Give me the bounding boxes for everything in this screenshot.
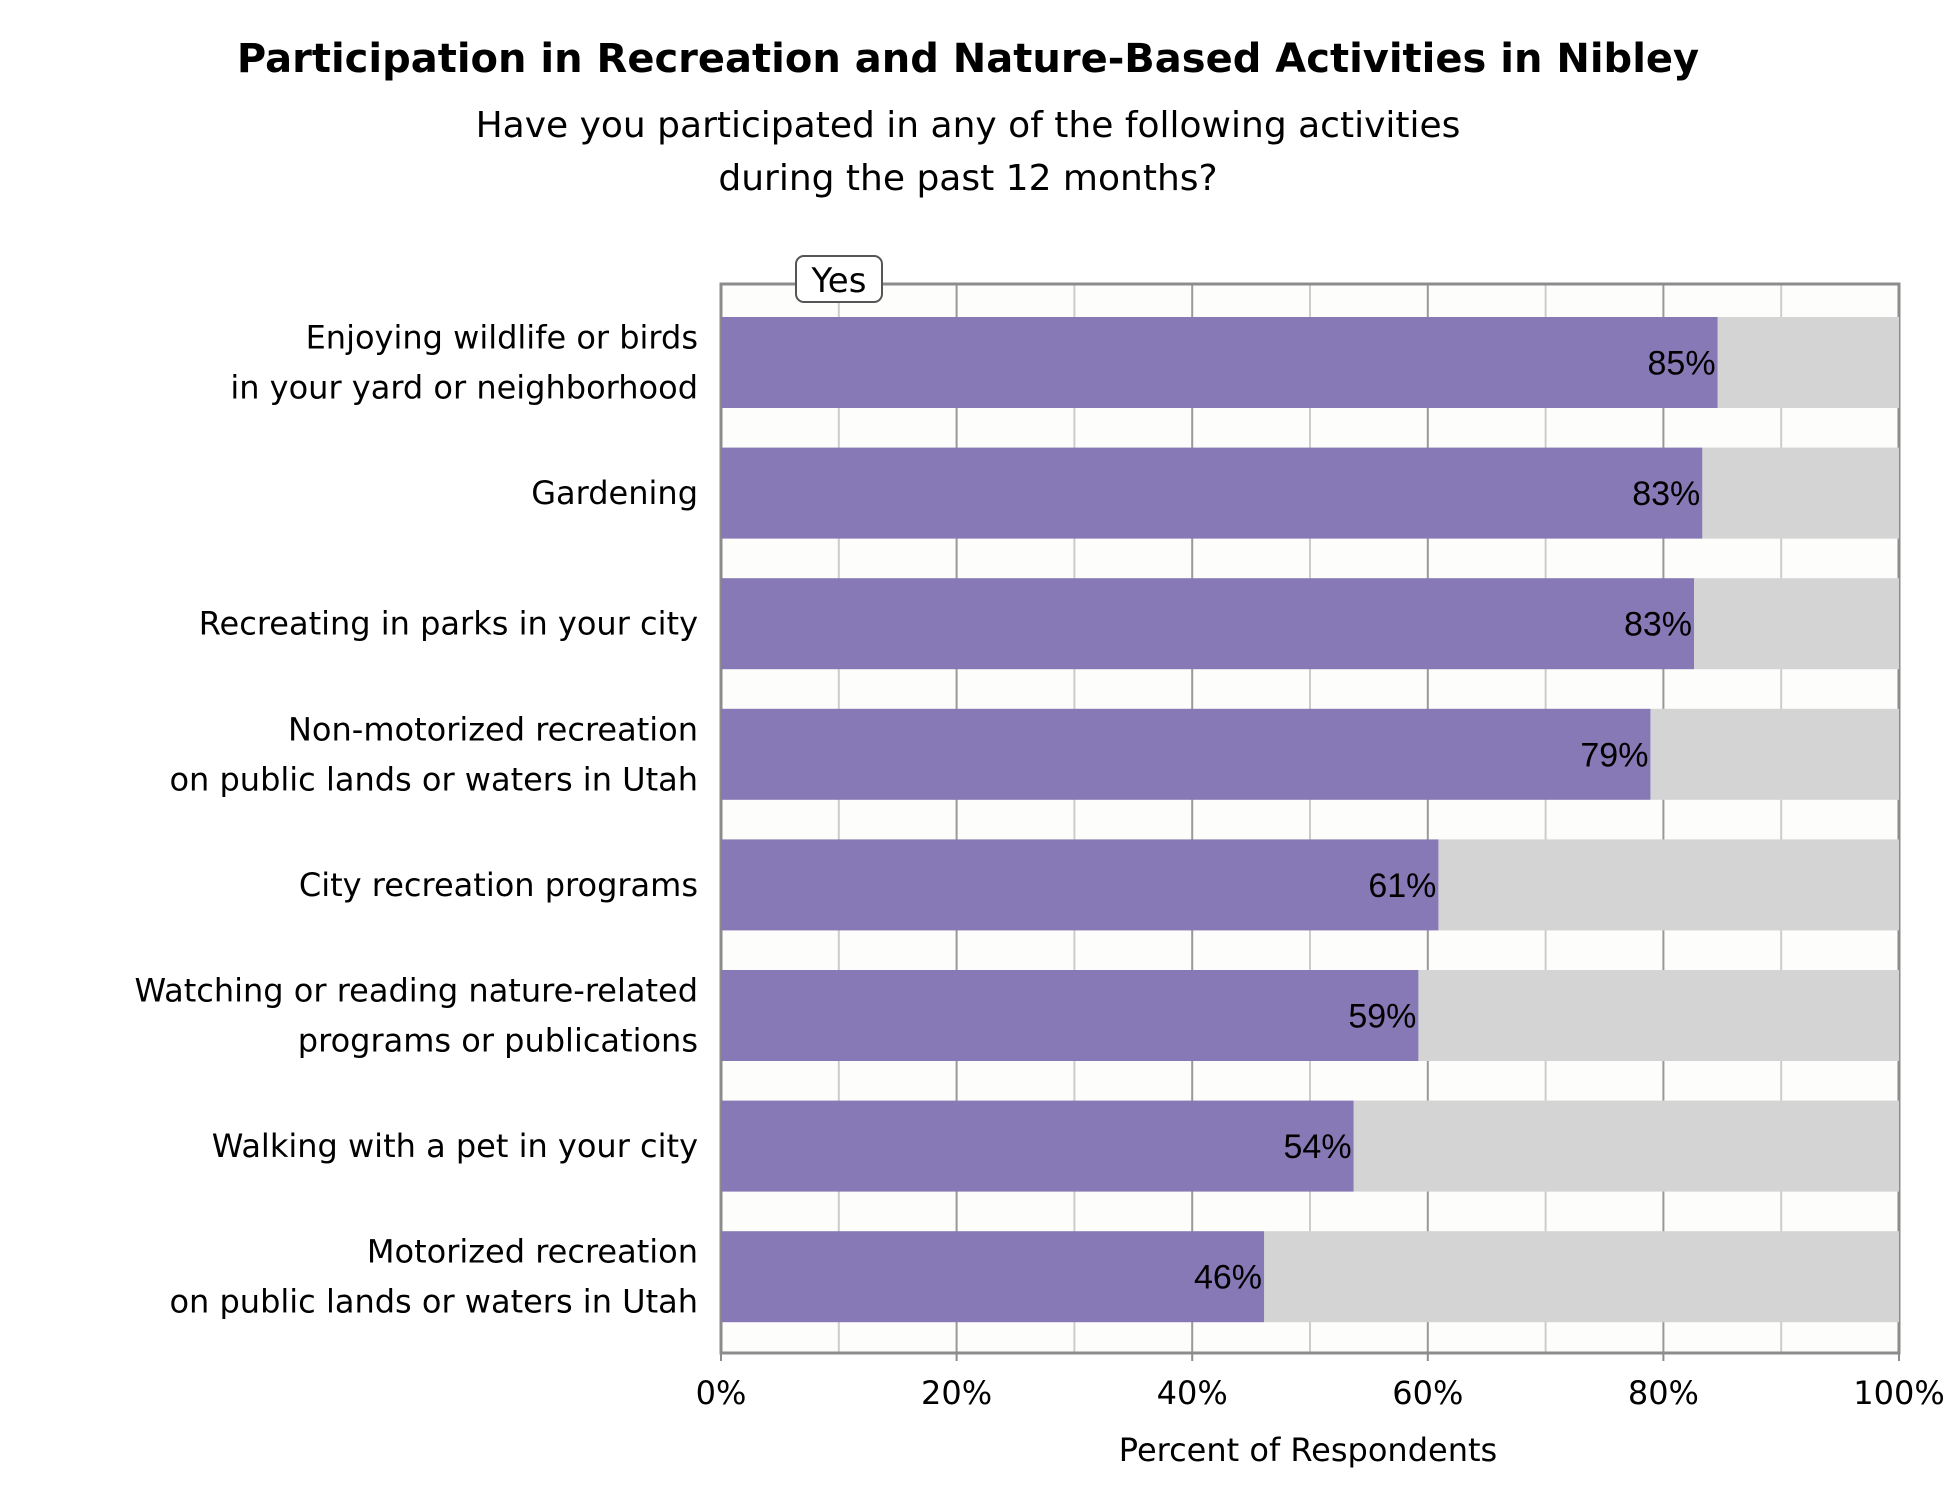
chart-title: Participation in Recreation and Nature-B… <box>237 36 1699 82</box>
category-label: Enjoying wildlife or birds <box>306 319 698 357</box>
legend: Yes <box>795 255 883 303</box>
legend-box <box>795 255 883 303</box>
chart-subtitle-line-2: during the past 12 months? <box>718 158 1217 199</box>
bar-remainder <box>1694 578 1899 670</box>
bar-yes <box>721 970 1419 1061</box>
plot-area <box>719 282 1901 1355</box>
bar-yes <box>721 839 1439 931</box>
x-tick-label: 40% <box>1157 1374 1228 1412</box>
category-label: City recreation programs <box>299 866 698 904</box>
bar-value-label: 59% <box>1348 998 1416 1036</box>
category-label: Walking with a pet in your city <box>212 1127 698 1165</box>
category-label: Watching or reading nature-related <box>135 972 699 1010</box>
x-tick-label: 80% <box>1628 1374 1699 1412</box>
x-tick-label: 60% <box>1392 1374 1463 1412</box>
bar-value-label: 46% <box>1194 1259 1262 1297</box>
category-label: in your yard or neighborhood <box>230 369 698 407</box>
legend-entry-yes: Yes <box>811 261 867 301</box>
bar-yes <box>721 1100 1354 1192</box>
bar-yes <box>721 317 1718 408</box>
x-tick-label: 0% <box>696 1374 747 1412</box>
bar-remainder <box>1418 970 1899 1061</box>
category-label: programs or publications <box>298 1022 698 1060</box>
bar-yes <box>721 1231 1265 1323</box>
x-axis-label: Percent of Respondents <box>1119 1431 1497 1469</box>
bars-group: 85% 83% 83% 79% 61% 59% 54% 46% <box>721 317 1899 1323</box>
category-label: Non-motorized recreation <box>288 710 698 748</box>
bar-remainder <box>1438 839 1899 931</box>
bar-value-label: 79% <box>1580 736 1648 774</box>
category-label: Gardening <box>531 474 698 512</box>
bar-remainder <box>1264 1231 1899 1323</box>
bar-yes <box>721 708 1651 800</box>
bar-value-label: 54% <box>1284 1128 1352 1166</box>
bar-yes <box>721 578 1695 670</box>
bar-value-label: 83% <box>1624 606 1692 644</box>
bar-value-label: 83% <box>1632 475 1700 513</box>
category-label: Motorized recreation <box>367 1233 698 1271</box>
category-labels: Enjoying wildlife or birds in your yard o… <box>135 319 699 1321</box>
category-label: Recreating in parks in your city <box>199 605 698 643</box>
chart-subtitle-line-1: Have you participated in any of the foll… <box>476 105 1461 146</box>
category-label: on public lands or waters in Utah <box>169 1283 698 1321</box>
bar-remainder <box>1717 317 1899 408</box>
x-tick-labels: 0% 20% 40% 60% 80% 100% <box>696 1353 1945 1412</box>
x-tick-label: 20% <box>921 1374 992 1412</box>
category-label: on public lands or waters in Utah <box>169 760 698 798</box>
bar-remainder <box>1702 447 1899 539</box>
bar-remainder <box>1650 708 1899 800</box>
bar-yes <box>721 447 1703 539</box>
x-tick-label: 100% <box>1853 1374 1944 1412</box>
plot-frame <box>719 282 1901 1355</box>
bar-value-label: 85% <box>1648 345 1716 383</box>
bar-value-label: 61% <box>1368 867 1436 905</box>
bar-remainder <box>1353 1100 1899 1192</box>
